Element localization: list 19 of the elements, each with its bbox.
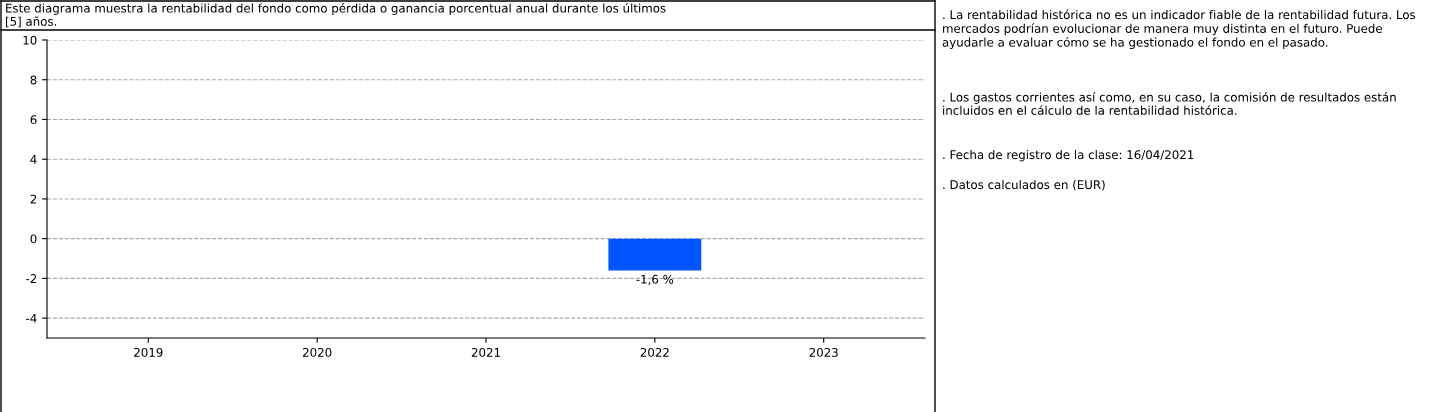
x-tick-label: 2023 [809,347,838,357]
chart-title: Este diagrama muestra la rentabilidad del fondo como pérdida o ganancia porcentual anual durante los últimos [5] años. [6,3,666,28]
y-tick-label: 0 [30,234,37,244]
x-tick-label: 2020 [303,347,332,357]
y-tick-label: -4 [26,314,37,323]
y-tick-label: 8 [30,75,37,85]
text: . Los gastos corrientes así como, en su caso, la comisión de resultados están incluidos en el cálculo de la rentabilidad histórica. [943,92,1396,115]
y-tick-label: 4 [30,155,37,164]
data-label: -1,6 % [636,274,674,285]
x-tick-label: 2019 [134,347,163,357]
y-tick-label: 2 [30,194,37,204]
x-tick-label: 2022 [640,347,669,357]
y-tick-label: 6 [30,115,37,125]
x-tick-label: 2021 [471,347,500,357]
y-tick-label: -2 [26,274,37,283]
text: . La rentabilidad histórica no es un indicador fiable de la rentabilidad futura. Los mercados podrían evolucionar de manera muy distinta en el futuro. Puede ayudarle a evaluar cómo se ha gestionado el fondo en el pasado. [942,9,1416,49]
y-tick-label: 10 [23,35,37,45]
text: . Fecha de registro de la clase: 16/04/2021 [943,150,1194,162]
text: . Datos calculados en (EUR) [943,180,1105,191]
